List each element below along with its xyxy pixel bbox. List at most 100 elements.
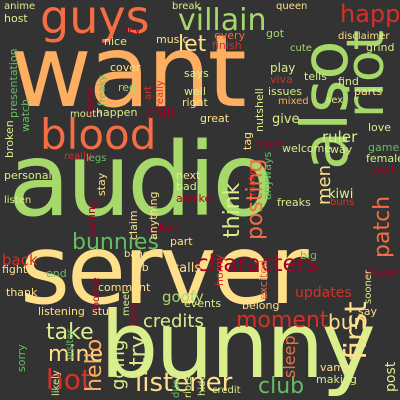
- word-parts: parts: [354, 85, 383, 98]
- word-credits: credits: [143, 311, 204, 332]
- word-play: play: [270, 61, 296, 75]
- word-disclaimer: disclaimer: [338, 31, 390, 42]
- word-bunny: bunny: [100, 292, 376, 399]
- word-kiwi: kiwi: [328, 187, 354, 202]
- word-listen: listen: [4, 195, 32, 206]
- word-mouth: mouth: [70, 109, 103, 120]
- word-right: right: [182, 96, 208, 109]
- word-says: says: [184, 67, 209, 80]
- word-please: please: [362, 265, 399, 278]
- word-characters: characters: [196, 251, 319, 277]
- word-host: host: [4, 12, 28, 25]
- word-take: take: [46, 320, 94, 345]
- word-post: calls: [172, 261, 202, 276]
- word-anything: anything: [147, 191, 160, 240]
- word-cover: cover: [110, 61, 141, 74]
- word-guys: guys: [40, 0, 150, 44]
- word-tells: tells: [304, 70, 327, 83]
- word-vamp: making: [316, 373, 357, 386]
- word-welcome: welcome: [282, 142, 332, 155]
- word-buns: buns: [330, 197, 355, 208]
- word-server: server: [20, 214, 309, 326]
- word-well: well: [184, 85, 206, 98]
- word-stay: stay: [95, 172, 108, 196]
- word-part: part: [170, 235, 193, 248]
- word-hot: hot: [46, 363, 92, 396]
- word-riots: due: [171, 379, 182, 398]
- word-anyways: anyways: [261, 151, 274, 200]
- word-really: really: [155, 80, 166, 108]
- word-love: love: [368, 121, 392, 134]
- word-mixed: mixed: [278, 96, 309, 107]
- word-sooner: say: [358, 305, 377, 318]
- word-make: make: [247, 168, 258, 196]
- word-presentation: presentation: [7, 48, 20, 118]
- word-listener: listener: [135, 368, 233, 398]
- word-art: art: [143, 85, 154, 100]
- word-way: way: [330, 143, 353, 156]
- word-hidden: credit: [212, 385, 241, 396]
- word-freaks: freaks: [277, 196, 311, 209]
- word-anime: anime: [4, 1, 36, 12]
- word-games: games: [368, 141, 400, 154]
- word-stuff: stuff: [92, 305, 117, 318]
- word-goofy: goofy: [162, 288, 204, 306]
- word-sex: sex: [326, 95, 344, 106]
- word-cute: cute: [290, 43, 312, 54]
- word-let: let: [178, 32, 207, 57]
- word-credit: riots: [183, 375, 194, 398]
- word-thank: thank: [6, 286, 38, 299]
- word-damn: damn: [85, 87, 96, 116]
- word-updates: updates: [295, 285, 352, 301]
- word-try: try: [126, 335, 151, 366]
- word-nice: nice: [104, 35, 127, 48]
- word-watch: watch: [19, 98, 32, 132]
- word-every: every: [214, 29, 246, 42]
- word-due: roomie: [91, 277, 102, 312]
- word-mine: mine: [48, 342, 104, 367]
- word-ruler: ruler: [322, 128, 358, 146]
- word-fights: fights: [2, 263, 33, 276]
- word-end: end: [46, 267, 67, 280]
- word-claim: claim: [127, 210, 140, 240]
- word-chill: chill: [146, 106, 175, 122]
- word-calling: calling: [85, 200, 98, 236]
- word-music: music: [156, 33, 189, 46]
- word-sleep: sleep: [280, 335, 299, 378]
- word-finish: finish: [212, 39, 242, 52]
- word-listening: listening: [38, 305, 85, 318]
- word-moment: moment: [236, 308, 329, 333]
- word-red: red: [118, 81, 137, 94]
- word-villain: villain: [178, 3, 267, 38]
- word-freaky: freaky: [97, 74, 108, 106]
- word-audio: audio: [8, 121, 275, 240]
- word-female: female: [366, 152, 400, 165]
- word-bad: bad: [176, 180, 197, 193]
- word-issues: issues: [268, 85, 302, 98]
- word-hello: hello: [82, 338, 107, 392]
- word-little: visitor: [65, 329, 76, 360]
- word-bun: bun: [328, 310, 367, 334]
- word-job: job: [132, 261, 149, 274]
- word-awake: awake: [176, 192, 212, 205]
- word-tag: tag: [241, 131, 254, 150]
- word-big: big: [300, 249, 318, 262]
- word-excited: excited: [257, 259, 270, 300]
- word-belong: belong: [242, 299, 280, 312]
- word-bang: bang: [124, 249, 150, 260]
- word-give: give: [272, 112, 300, 127]
- word-calls: post: [383, 361, 399, 392]
- word-blood: blood: [40, 110, 157, 159]
- word-nutshell: nutshell: [253, 88, 266, 132]
- word-break: break: [172, 1, 201, 12]
- word-viva: viva: [270, 73, 293, 86]
- word-want: want: [10, 13, 247, 130]
- word-sorry: legs: [86, 153, 107, 164]
- word-hey: hey: [122, 25, 141, 36]
- word-find: find: [338, 75, 359, 88]
- word-next: next: [176, 169, 201, 182]
- word-club: club: [258, 374, 305, 399]
- word-queen: queen: [276, 1, 308, 12]
- word-likely: sorry: [15, 344, 28, 372]
